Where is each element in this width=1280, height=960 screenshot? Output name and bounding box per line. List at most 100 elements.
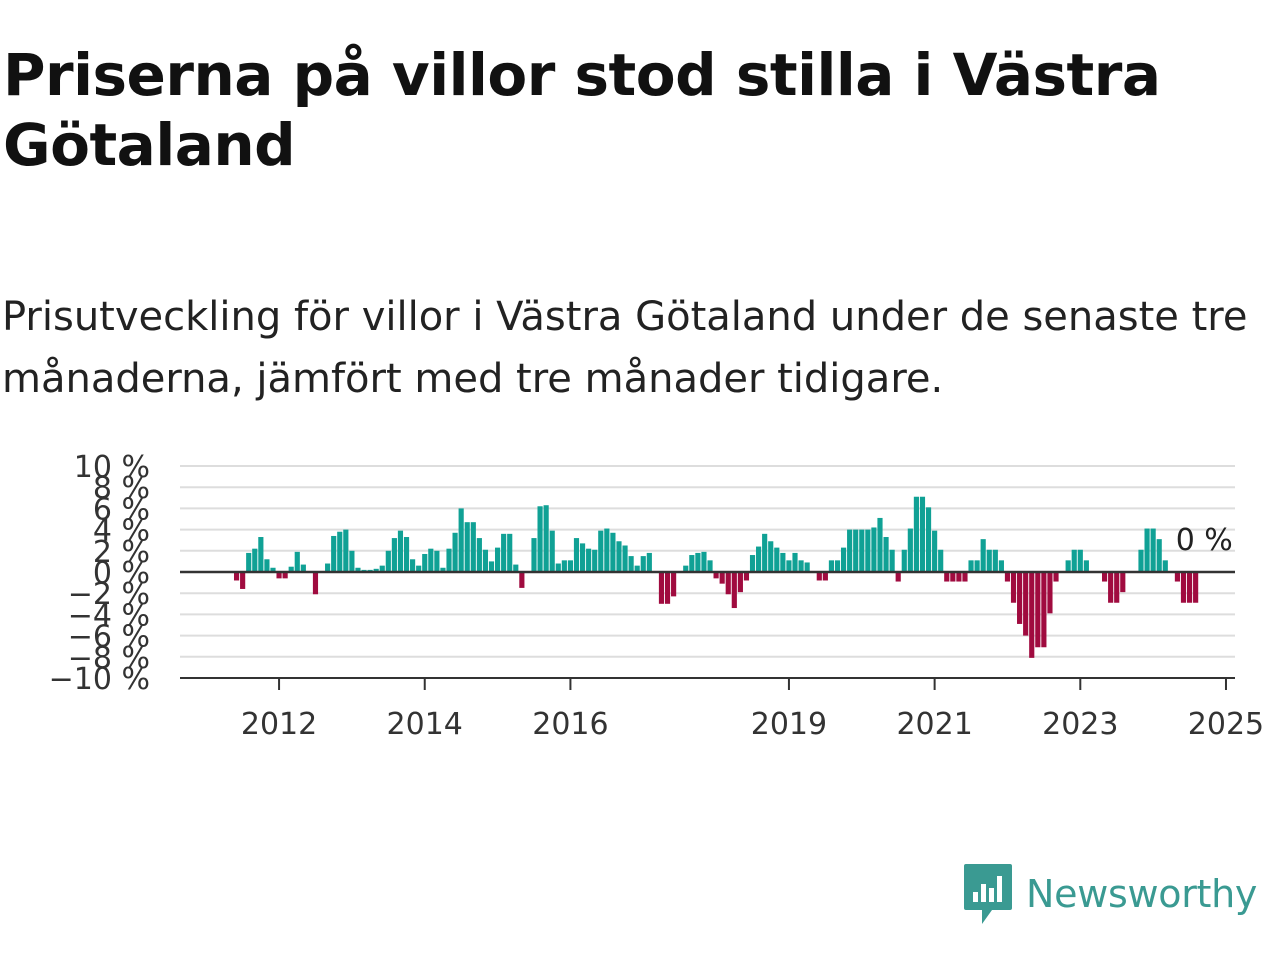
bar <box>592 549 598 572</box>
bar <box>743 572 750 581</box>
bar <box>470 522 476 572</box>
bar <box>452 532 458 572</box>
bar <box>1138 549 1144 572</box>
bar <box>707 560 713 572</box>
bar <box>501 533 507 572</box>
bar <box>822 572 828 581</box>
x-tick-label: 2012 <box>241 707 317 742</box>
bar <box>458 508 464 572</box>
x-tick-label: 2025 <box>1188 707 1264 742</box>
bar <box>840 547 847 572</box>
bar <box>446 548 452 572</box>
bar <box>762 533 768 572</box>
bar <box>276 572 282 579</box>
bar <box>804 562 810 572</box>
bar <box>889 549 895 572</box>
bar <box>343 529 349 572</box>
bar <box>664 572 671 604</box>
bar <box>792 552 798 572</box>
y-tick-label: 4 % <box>93 514 150 549</box>
bar <box>737 572 743 593</box>
last-value-label: 0 % <box>1176 523 1233 558</box>
bar <box>416 565 422 572</box>
bar <box>349 550 355 572</box>
bar <box>622 545 628 572</box>
gridlines <box>180 465 1235 658</box>
bar <box>901 549 907 572</box>
bar <box>325 563 331 572</box>
bar <box>1120 572 1126 593</box>
bar <box>1041 572 1047 648</box>
bar <box>962 572 968 582</box>
x-tick-label: 2021 <box>896 707 972 742</box>
newsworthy-wordmark: Newsworthy <box>1026 872 1258 916</box>
bar <box>1047 572 1053 614</box>
bar <box>391 538 397 572</box>
bar <box>561 560 567 572</box>
bar <box>634 565 640 572</box>
bar <box>373 568 379 572</box>
bar <box>932 530 938 572</box>
bar <box>683 565 689 572</box>
y-tick-label: 8 % <box>93 471 150 506</box>
bar <box>428 548 434 572</box>
bar <box>519 572 525 588</box>
bar <box>252 548 258 572</box>
bar <box>1144 528 1150 572</box>
y-tick-label: −10 % <box>49 662 150 697</box>
chart-title: Priserna på villor stod stilla i Västra … <box>3 41 1161 179</box>
bar <box>233 572 240 581</box>
bar <box>646 552 652 572</box>
bar <box>944 572 950 582</box>
bar <box>895 572 901 582</box>
bar <box>1004 572 1011 582</box>
bar <box>786 560 792 572</box>
x-tick-label: 2014 <box>387 707 463 742</box>
y-tick-label: 2 % <box>93 535 150 570</box>
y-tick-label: −2 % <box>68 577 150 612</box>
bar <box>713 572 719 579</box>
bar <box>816 572 822 581</box>
bar <box>731 572 737 609</box>
bar <box>282 572 288 579</box>
bar <box>828 560 835 572</box>
bar <box>567 560 573 572</box>
bar <box>422 553 428 572</box>
bar <box>264 559 270 572</box>
bar <box>719 572 725 584</box>
bar <box>671 572 677 597</box>
bar <box>331 535 337 572</box>
y-axis-labels: −10 %−8 %−6 %−4 %−2 %0 %2 %4 %6 %8 %10 % <box>49 450 150 697</box>
bar <box>610 532 616 572</box>
bar <box>749 555 756 572</box>
bar <box>240 572 246 589</box>
y-tick-label: 10 % <box>74 450 150 485</box>
bar <box>701 551 707 572</box>
bar <box>986 549 992 572</box>
bar <box>865 529 871 572</box>
bar <box>1083 560 1089 572</box>
bar <box>258 537 264 572</box>
bar <box>537 506 543 572</box>
bar <box>270 567 276 572</box>
bar <box>1053 572 1059 582</box>
bar <box>1065 560 1071 572</box>
bar <box>294 551 300 572</box>
y-tick-label: 6 % <box>93 492 150 527</box>
bar <box>1023 572 1029 636</box>
bar <box>798 560 804 572</box>
bar <box>695 552 701 572</box>
bar <box>980 539 986 572</box>
x-axis-ticks: 2012 2014 2016 2019 2021 2023 2025 <box>241 678 1264 742</box>
bar <box>531 538 537 572</box>
bar <box>907 528 913 572</box>
bar <box>549 530 555 572</box>
bar <box>300 564 306 572</box>
bar <box>1150 528 1156 572</box>
bar <box>555 563 561 572</box>
bar <box>1071 549 1077 572</box>
bar <box>689 555 695 572</box>
bar <box>847 529 853 572</box>
bar <box>1035 572 1041 648</box>
bar <box>834 560 841 572</box>
